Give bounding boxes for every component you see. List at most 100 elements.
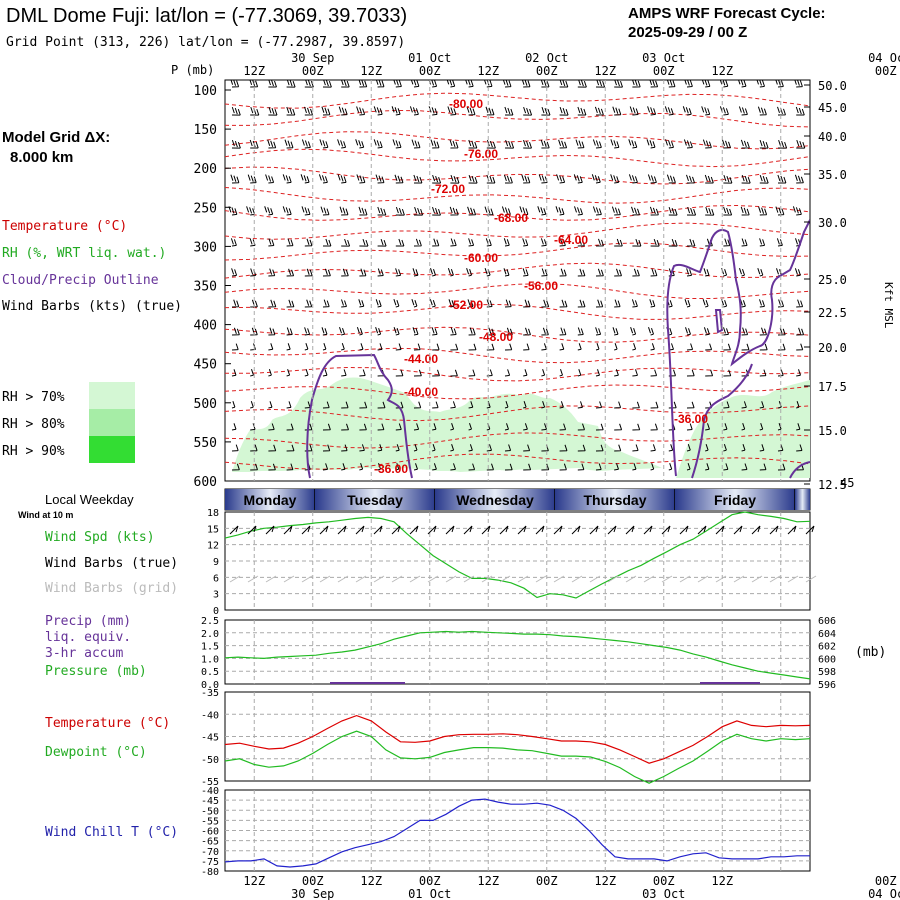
wind-barb	[450, 463, 456, 471]
wind-barb	[740, 206, 750, 216]
weekday-cell	[225, 489, 315, 510]
wind-barb	[432, 463, 437, 471]
wind-barb	[231, 401, 236, 409]
grid-wind-barb	[445, 575, 457, 583]
wind-barb	[796, 343, 804, 351]
pressure-tick-label: 150	[194, 123, 217, 138]
wind-barb	[522, 238, 529, 247]
wind-barb	[319, 139, 329, 149]
wind-barb	[705, 423, 710, 431]
wind-barb	[359, 463, 364, 471]
top-hour-label: 12Z	[594, 64, 616, 78]
model-grid-label: Model Grid ΔX:	[2, 129, 110, 146]
wind-barb	[446, 80, 456, 88]
y-tick-label: 2.0	[201, 629, 219, 640]
bottom-hour-label: 12Z	[243, 874, 265, 888]
surface-wind-barb	[625, 525, 635, 535]
y-tick-label: 3	[213, 590, 219, 601]
wind-barb	[447, 106, 457, 116]
wind-barb	[577, 106, 587, 116]
wind-barb	[632, 80, 641, 88]
surface-wind-barb	[517, 525, 527, 535]
surface-wind-barb	[355, 525, 365, 535]
wind-barb	[395, 238, 405, 247]
legend-rh80-swatch	[89, 409, 135, 436]
wind-barb	[268, 106, 278, 116]
wind-barb	[777, 423, 782, 431]
wind-barb	[356, 106, 366, 116]
top-date-labels: 30 Sep 01 Oct 02 Oct 03 Oct 04 Oct	[291, 51, 900, 65]
pressure-label: Pressure (mb)	[45, 664, 147, 679]
wind-barb	[612, 327, 619, 336]
temperature-label: -36.00	[374, 462, 408, 476]
temperature-label: -72.00	[431, 182, 465, 196]
top-date-label: 03 Oct	[642, 51, 685, 65]
wind-barb	[413, 401, 422, 409]
top-hour-label: 00Z	[419, 64, 441, 78]
wind-barb	[486, 139, 496, 149]
wind-barb	[504, 444, 512, 452]
wind-barb	[594, 106, 604, 116]
wind-barb	[577, 80, 587, 88]
top-date-label: 01 Oct	[408, 51, 451, 65]
wind-barb	[614, 299, 621, 308]
wind-barb	[467, 299, 474, 308]
surface-wind-barb	[751, 525, 761, 535]
legend-rh70-swatch	[89, 382, 135, 409]
grid-wind-barb	[463, 575, 475, 583]
pressure-tick-label: 350	[194, 280, 217, 295]
y-tick-label: 18	[207, 508, 219, 519]
panel-0: 18 15 12 9 6 3 0	[207, 508, 817, 617]
wind-barb	[647, 174, 657, 184]
height-tick-label: 30.0	[818, 216, 847, 230]
surface-wind-barb	[787, 525, 797, 535]
height-tick-label: 40.0	[818, 130, 847, 144]
wind-barb	[686, 423, 693, 431]
wind-barb	[504, 369, 511, 377]
wind-barb	[465, 80, 474, 88]
surface-wind-barb	[805, 525, 815, 535]
wind-barb	[684, 299, 691, 308]
wind-barb	[395, 444, 400, 452]
wind-barb	[268, 401, 273, 409]
wind-barb	[485, 106, 495, 116]
wind-barb	[286, 238, 294, 247]
wind-barb	[523, 444, 531, 452]
wind-barb	[759, 423, 764, 431]
wind-barb	[650, 401, 659, 409]
wind-barb	[395, 206, 405, 216]
wind-barb	[428, 106, 438, 116]
wind-barb	[577, 268, 586, 277]
surface-wind-barb	[319, 525, 329, 535]
wind-barb	[540, 139, 550, 149]
bottom-hour-label: 00Z	[302, 874, 324, 888]
wind-barb	[377, 423, 385, 431]
wind-barb	[738, 80, 747, 88]
wind-barb	[632, 343, 637, 351]
wind-barb	[722, 139, 731, 149]
wind-barb	[738, 106, 748, 116]
top-hour-label: 00Z	[536, 64, 558, 78]
wind-barb	[375, 327, 382, 336]
wind-barb	[395, 268, 402, 277]
wind-barb	[504, 299, 512, 308]
wind-barb	[758, 206, 768, 216]
wind-barb	[359, 238, 369, 247]
grid-wind-barb	[319, 575, 331, 583]
wind-barb	[468, 463, 476, 471]
wind-barb	[393, 327, 400, 336]
wind-barb	[541, 423, 547, 431]
wind-barb	[682, 106, 692, 116]
wind-barb	[228, 206, 238, 216]
wind-barb	[249, 139, 259, 149]
wind-barb	[486, 299, 493, 308]
wind-barb	[650, 238, 660, 247]
wind-barb	[592, 206, 602, 216]
wind-barb	[450, 238, 457, 247]
grid-point-label: Grid Point (313, 226) lat/lon = (-77.298…	[6, 35, 405, 50]
wind-barb	[268, 343, 274, 351]
wind-barb	[395, 343, 402, 351]
wind-barb	[318, 174, 328, 184]
y-tick-label: 0.5	[201, 667, 219, 678]
wind-barb	[504, 343, 513, 351]
